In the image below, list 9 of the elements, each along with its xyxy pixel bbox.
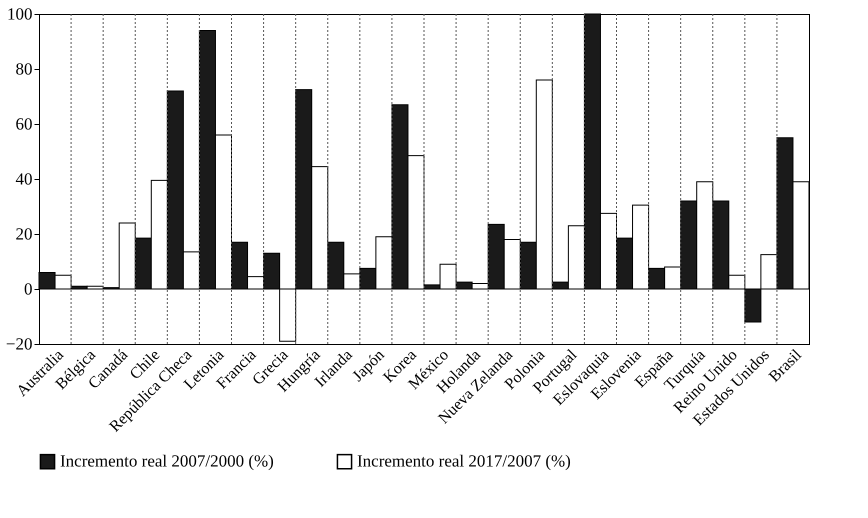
legend-label: Incremento real 2017/2007 (%) bbox=[357, 452, 571, 471]
y-tick-label: 60 bbox=[16, 114, 32, 134]
y-tick-label: 40 bbox=[16, 170, 32, 188]
y-tick-label: 20 bbox=[16, 224, 32, 244]
y-tick-label: 100 bbox=[7, 4, 32, 24]
y-tick-label: −20 bbox=[6, 334, 32, 354]
y-tick-label: 80 bbox=[16, 60, 32, 78]
y-tick-label: 0 bbox=[24, 280, 32, 298]
legend-label: Incremento real 2007/2000 (%) bbox=[60, 452, 274, 471]
